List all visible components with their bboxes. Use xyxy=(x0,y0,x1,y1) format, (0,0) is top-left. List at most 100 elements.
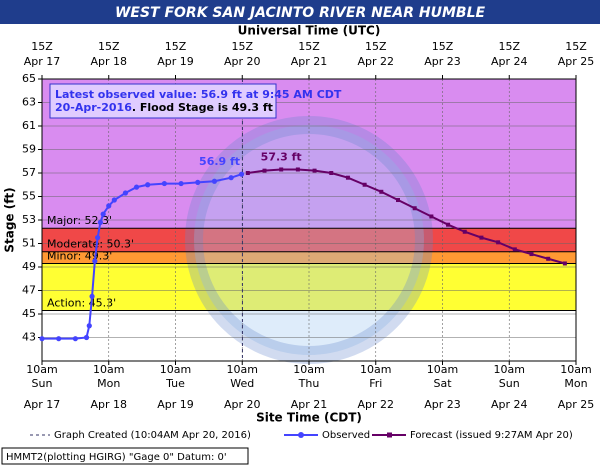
observed-point xyxy=(161,180,167,187)
x-tick-day: Mon xyxy=(564,377,587,390)
observed-point xyxy=(195,179,201,185)
data-label: 56.9 ft xyxy=(199,155,240,168)
forecast-point xyxy=(295,167,300,172)
forecast-point xyxy=(462,229,467,234)
forecast-point xyxy=(312,168,317,173)
forecast-point xyxy=(546,256,551,261)
x-tick-label: 10am xyxy=(227,363,258,376)
x2-tick-label: 15Z xyxy=(365,40,387,53)
observed-point xyxy=(89,293,95,299)
x-tick-label: 10am xyxy=(293,363,324,376)
y-tick-label: 65 xyxy=(22,72,36,85)
y-tick-label: 53 xyxy=(22,213,36,226)
legend-label: Forecast (issued 9:27AM Apr 20) xyxy=(410,430,573,441)
legend-label: Observed xyxy=(322,430,370,441)
legend-swatch xyxy=(387,432,392,438)
x2-tick-label: 15Z xyxy=(565,40,587,53)
forecast-point xyxy=(379,189,384,194)
x-tick-date: Apr 23 xyxy=(424,398,461,411)
x-axis-title: Site Time (CDT) xyxy=(256,411,362,425)
observed-point xyxy=(133,184,140,190)
forecast-point xyxy=(562,261,567,266)
x2-tick-date: Apr 17 xyxy=(24,55,61,68)
x2-tick-date: Apr 20 xyxy=(224,55,261,68)
annotation-box xyxy=(49,83,277,119)
x2-tick-label: 15Z xyxy=(498,40,520,53)
x2-tick-date: Apr 25 xyxy=(558,55,595,68)
x-tick-day: Sat xyxy=(433,377,452,390)
flood-label: Moderate: 50.3' xyxy=(47,238,134,251)
x2-tick-date: Apr 24 xyxy=(491,55,528,68)
x2-tick-label: 15Z xyxy=(98,40,120,53)
x-tick-date: Apr 18 xyxy=(90,398,127,411)
forecast-point xyxy=(396,198,400,203)
observed-point xyxy=(178,180,184,187)
forecast-point xyxy=(262,168,267,173)
x-tick-label: 10am xyxy=(160,363,191,376)
legend-label: Graph Created (10:04AM Apr 20, 2016) xyxy=(54,430,251,441)
observed-point xyxy=(111,197,117,203)
flood-label: Major: 52.3' xyxy=(47,214,112,227)
annotation-line: 20-Apr-2016. Flood Stage is 49.3 ft xyxy=(55,101,273,114)
x2-tick-label: 15Z xyxy=(31,40,53,53)
y-tick-label: 43 xyxy=(22,331,36,344)
x-tick-date: Apr 24 xyxy=(491,398,528,411)
x2-tick-label: 15Z xyxy=(231,40,253,53)
annotation-date: 20-Apr-2016 xyxy=(55,101,132,114)
observed-point xyxy=(72,336,78,342)
x-tick-date: Apr 22 xyxy=(357,398,394,411)
data-label: 57.3 ft xyxy=(261,150,302,163)
x-tick-day: Mon xyxy=(97,377,120,390)
x-tick-date: Apr 21 xyxy=(291,398,328,411)
x2-tick-label: 15Z xyxy=(298,40,320,53)
chart-title: WEST FORK SAN JACINTO RIVER NEAR HUMBLE xyxy=(115,5,486,21)
x-tick-label: 10am xyxy=(560,363,591,376)
legend-swatch xyxy=(298,432,304,438)
forecast-point xyxy=(412,206,417,211)
x2-tick-date: Apr 18 xyxy=(90,55,127,68)
forecast-line xyxy=(247,168,566,265)
observed-point xyxy=(92,258,98,264)
plot-frame xyxy=(41,78,577,362)
observed-point xyxy=(122,190,129,196)
x2-tick-date: Apr 23 xyxy=(424,55,461,68)
observed-point xyxy=(145,182,151,188)
x-tick-date: Apr 25 xyxy=(558,398,595,411)
observed-point xyxy=(100,211,106,217)
observed-point xyxy=(56,336,62,342)
x-tick-label: 10am xyxy=(427,363,458,376)
flood-band xyxy=(42,251,576,264)
observed-point xyxy=(95,235,101,241)
y-tick-label: 55 xyxy=(22,190,36,203)
x-tick-day: Fri xyxy=(369,377,382,390)
y-tick-label: 51 xyxy=(22,237,36,250)
x-tick-label: 10am xyxy=(494,363,525,376)
observed-point xyxy=(39,336,45,342)
x-tick-day: Thu xyxy=(298,377,320,390)
annotation-text: . Flood Stage is 49.3 ft xyxy=(132,101,273,114)
footer-box xyxy=(1,447,249,465)
x2-tick-label: 15Z xyxy=(165,40,187,53)
y-axis-title: Stage (ft) xyxy=(3,187,17,252)
observed-point xyxy=(86,323,92,329)
flood-label: Action: 45.3' xyxy=(47,296,116,309)
forecast-point xyxy=(345,175,350,180)
x2-axis-title: Universal Time (UTC) xyxy=(238,24,381,38)
forecast-point xyxy=(479,235,484,240)
forecast-point xyxy=(245,171,250,175)
y-tick-label: 57 xyxy=(22,166,36,179)
x-tick-day: Sun xyxy=(32,377,53,390)
observed-point xyxy=(238,171,245,177)
observed-point xyxy=(97,219,104,225)
x-tick-day: Sun xyxy=(499,377,520,390)
footer: HMMT2(plotting HGIRG) "Gage 0" Datum: 0' xyxy=(6,452,227,463)
forecast-point xyxy=(496,240,501,245)
x-tick-day: Wed xyxy=(230,377,254,390)
y-tick-label: 61 xyxy=(22,119,36,132)
x-tick-date: Apr 19 xyxy=(157,398,194,411)
title-bar xyxy=(0,0,600,24)
x-tick-date: Apr 17 xyxy=(24,398,61,411)
x2-tick-date: Apr 19 xyxy=(157,55,194,68)
x2-tick-label: 15Z xyxy=(432,40,454,53)
forecast-point xyxy=(529,252,534,257)
